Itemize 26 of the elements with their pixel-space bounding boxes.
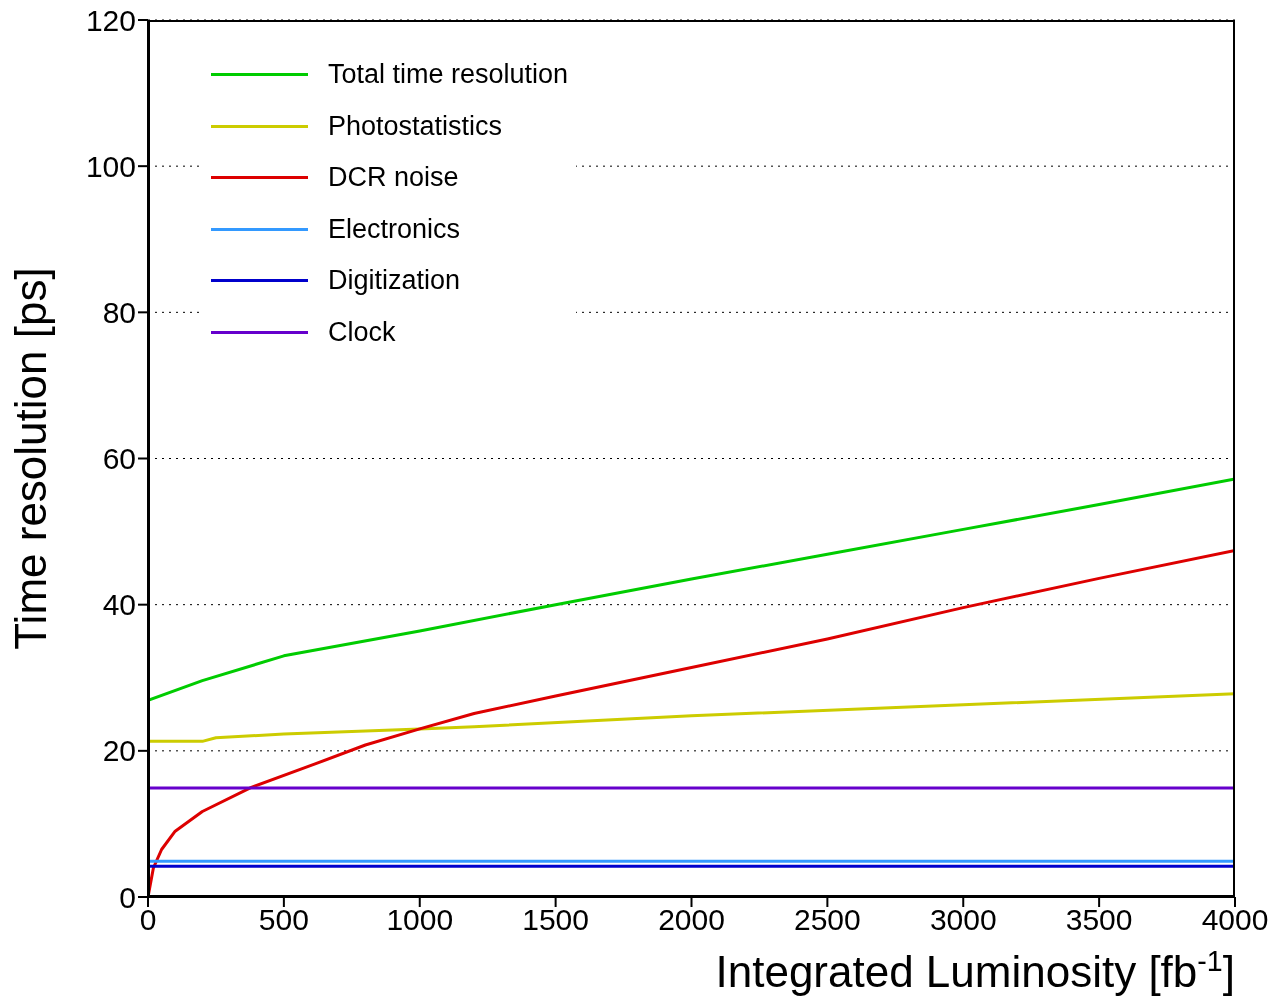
x-tick-label: 500 (258, 903, 309, 937)
line-series (148, 692, 1235, 743)
y-tick-label: 120 (85, 3, 136, 37)
legend-label: Electronics (328, 213, 461, 245)
x-axis-title: Integrated Luminosity [fb$^{-1}$] (715, 945, 1235, 996)
y-tick-label: 60 (102, 442, 136, 476)
x-tick-label: 3500 (1065, 903, 1133, 937)
line-series (148, 477, 1235, 702)
legend-label: Digitization (328, 265, 461, 297)
y-tick-label: 80 (102, 295, 136, 329)
y-axis-title: Time resolution [ps] (5, 267, 55, 650)
legend-label: DCR noise (328, 162, 459, 194)
x-tick-label: 0 (139, 903, 157, 937)
y-tick-label: 40 (102, 588, 136, 622)
x-tick-label: 4000 (1201, 903, 1269, 937)
y-tick-label: 20 (102, 734, 136, 768)
x-tick-label: 2500 (794, 903, 861, 937)
legend-label: Photostatistics (328, 110, 503, 142)
x-tick-label: 1000 (386, 903, 454, 937)
x-tick-label: 3000 (929, 903, 997, 937)
y-tick-label: 100 (85, 149, 136, 183)
y-tick-label: 0 (119, 880, 136, 914)
legend-label: Total time resolution (328, 59, 569, 91)
x-tick-label: 1500 (522, 903, 589, 937)
legend-label: Clock (328, 316, 396, 348)
x-tick-label: 2000 (658, 903, 725, 937)
